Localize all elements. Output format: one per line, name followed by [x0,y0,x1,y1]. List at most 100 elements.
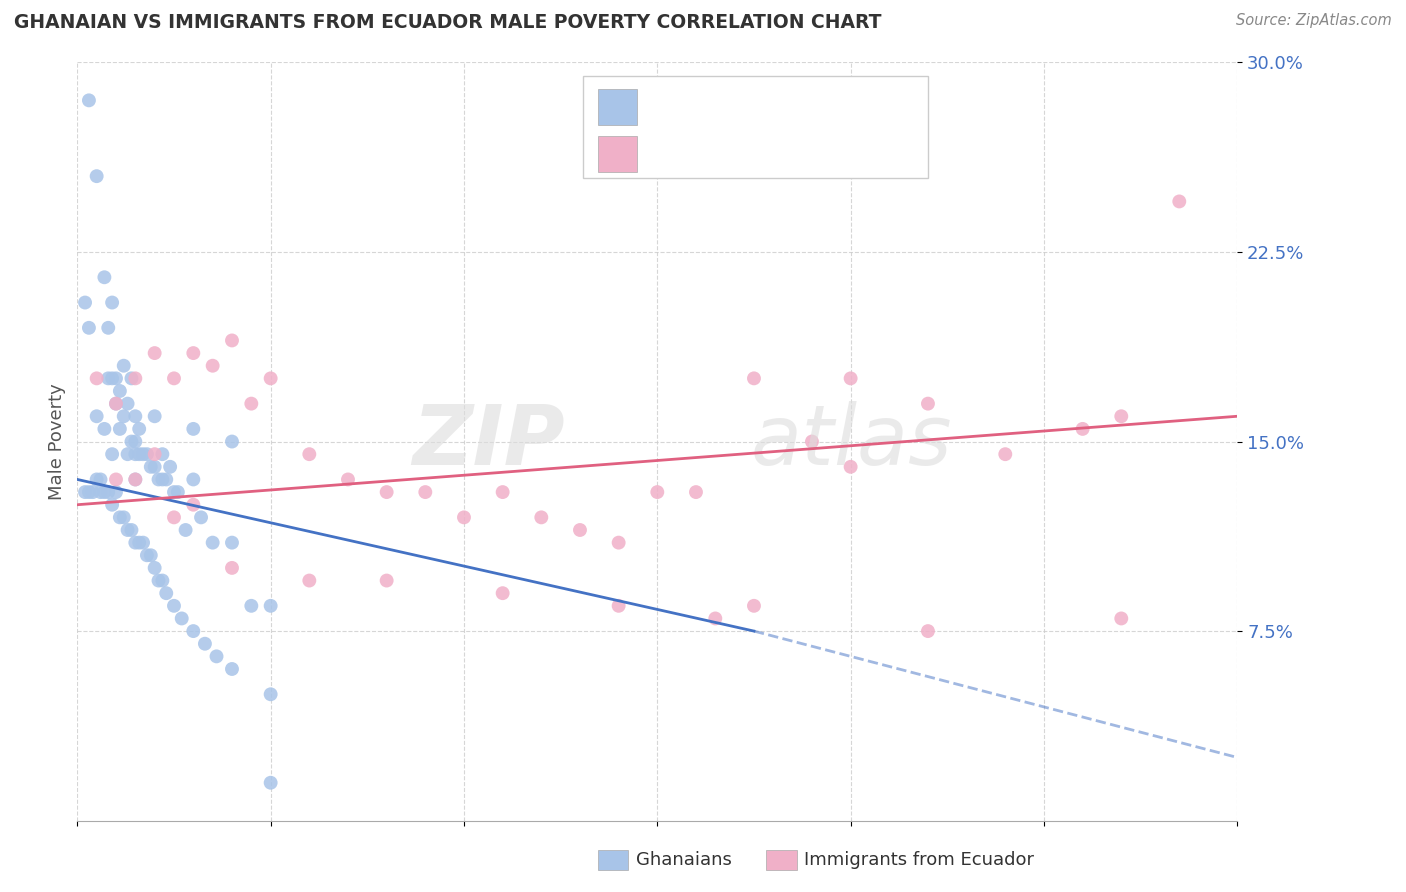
Point [101,295,124,310]
Point [112,510,135,524]
Point [839,459,862,474]
Point [260,687,283,701]
Point [86,371,108,385]
Point [124,473,146,487]
Point [124,371,146,385]
Point [90,485,111,500]
Point [994,447,1017,461]
Point [375,485,398,500]
Text: GHANAIAN VS IMMIGRANTS FROM ECUADOR MALE POVERTY CORRELATION CHART: GHANAIAN VS IMMIGRANTS FROM ECUADOR MALE… [14,13,882,32]
Point [124,473,146,487]
Point [101,447,124,461]
Point [152,473,174,487]
Text: Source: ZipAtlas.com: Source: ZipAtlas.com [1236,13,1392,29]
Point [139,459,162,474]
Text: N =: N = [796,92,838,111]
Point [97,320,120,334]
Point [105,473,127,487]
Point [97,371,120,385]
Point [337,473,360,487]
Text: 45: 45 [849,139,875,158]
Point [155,473,177,487]
Point [742,371,765,385]
Point [105,396,127,410]
Point [93,485,115,500]
Point [124,447,146,461]
Point [194,637,217,651]
Point [77,485,100,500]
Point [174,523,197,537]
Point [240,396,263,410]
Point [139,548,162,563]
Point [413,485,436,500]
Point [124,409,146,424]
Point [117,447,139,461]
Point [260,776,283,790]
Text: 80: 80 [849,92,875,111]
Point [86,473,108,487]
Point [97,485,120,500]
Point [163,371,186,385]
Point [82,485,104,500]
Point [121,434,143,449]
Point [117,523,139,537]
Text: 0.195: 0.195 [702,139,761,158]
Point [685,485,707,500]
Point [132,447,155,461]
Point [917,396,939,410]
Point [190,510,212,524]
Point [117,396,139,410]
Point [1168,194,1191,209]
Point [86,169,108,184]
Point [163,599,186,613]
Point [221,535,243,549]
Point [260,599,283,613]
Point [152,574,174,588]
Point [183,498,205,512]
Point [143,447,166,461]
Text: atlas: atlas [751,401,952,482]
Point [298,447,321,461]
Point [742,599,765,613]
Point [108,510,131,524]
Point [112,359,135,373]
Point [569,523,592,537]
Point [128,447,150,461]
Point [530,510,553,524]
Text: ZIP: ZIP [412,401,565,482]
Point [607,535,630,549]
Point [201,535,224,549]
Point [221,561,243,575]
Point [453,510,475,524]
Point [132,535,155,549]
Point [260,371,283,385]
Point [159,459,181,474]
Text: Immigrants from Ecuador: Immigrants from Ecuador [804,851,1035,869]
Y-axis label: Male Poverty: Male Poverty [48,384,66,500]
Point [148,473,170,487]
Point [105,396,127,410]
Point [1071,422,1094,436]
Point [143,409,166,424]
Point [647,485,669,500]
Point [170,611,193,625]
Point [101,498,124,512]
Point [221,334,243,348]
Point [75,295,96,310]
Point [93,270,115,285]
Text: R =: R = [648,139,695,158]
Point [86,409,108,424]
Point [183,624,205,639]
Point [75,485,96,500]
Point [93,422,115,436]
Text: Ghanaians: Ghanaians [636,851,731,869]
Point [163,485,186,500]
Point [201,359,224,373]
Point [917,624,939,639]
Point [205,649,228,664]
Point [152,447,174,461]
Point [143,561,166,575]
Point [155,586,177,600]
Point [240,599,263,613]
Point [108,384,131,398]
